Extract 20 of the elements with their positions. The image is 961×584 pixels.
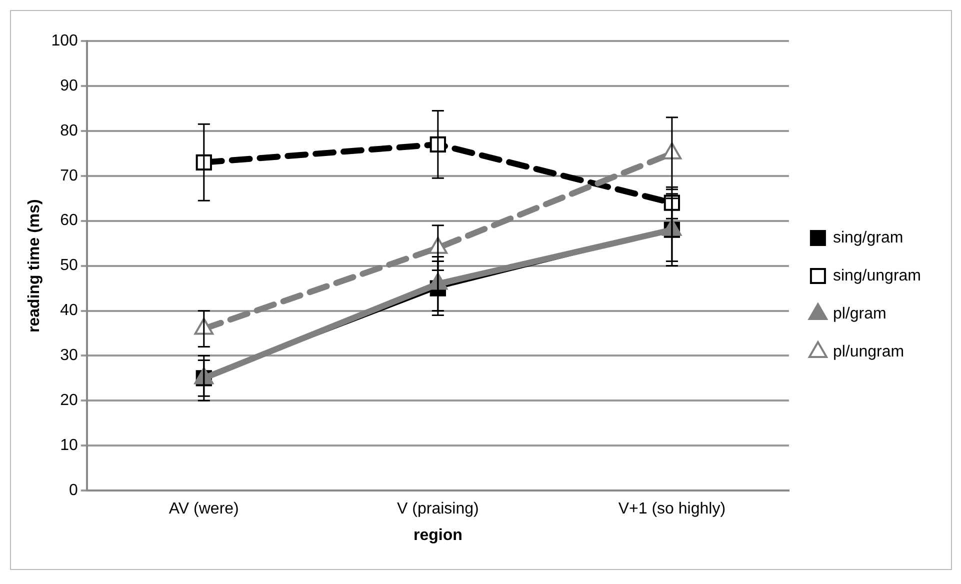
y-tick-label: 20 [60,392,78,410]
legend-label: sing/ungram [832,267,921,284]
legend-label: pl/ungram [832,343,904,360]
y-tick-label: 30 [60,347,78,364]
x-tick-label: V (praising) [397,500,479,518]
legend-label: sing/gram [832,229,904,246]
y-tick-label: 10 [60,437,78,454]
y-tick-label: 90 [60,77,78,94]
y-tick-label: 60 [60,212,78,230]
y-tick-label: 80 [60,122,78,140]
y-tick-label: 100 [51,32,78,50]
x-tick-label: AV (were) [168,500,239,518]
y-tick-label: 40 [60,302,78,320]
y-axis-title: reading time (ms) [26,199,44,332]
y-tick-label: 50 [60,257,78,274]
x-axis-title: region [413,526,462,544]
y-tick-label: 0 [68,482,78,500]
legend-label: pl/gram [832,305,886,322]
y-tick-label: 70 [60,167,78,184]
x-tick-label: V+1 (so highly) [618,500,726,518]
